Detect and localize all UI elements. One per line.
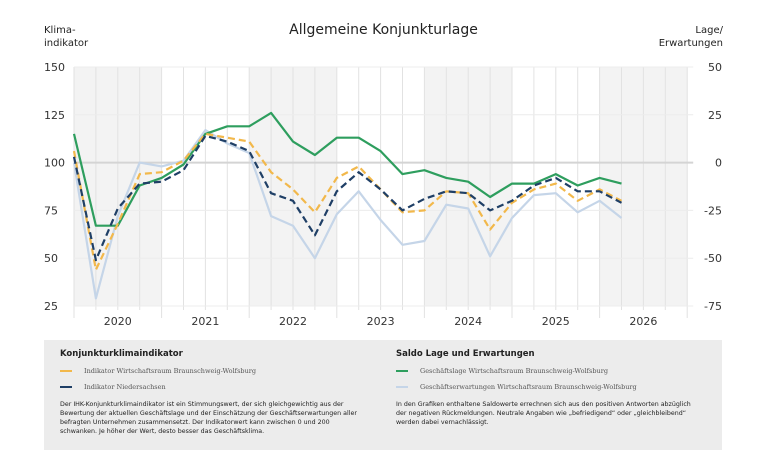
dashed-line-swatch-icon <box>60 386 72 388</box>
series-line-2 <box>72 134 623 262</box>
right-y-tick-label: -75 <box>704 300 722 313</box>
legend-item: Geschäftserwartungen Wirtschaftsraum Bra… <box>396 383 710 391</box>
legend-label: Geschäftserwartungen Wirtschaftsraum Bra… <box>420 383 637 391</box>
right-y-tick-label: -25 <box>704 204 722 217</box>
x-tick-label: 2020 <box>104 315 132 328</box>
right-axis-title-line: Lage/ <box>695 25 723 36</box>
line-swatch-icon <box>396 386 408 388</box>
left-y-tick-label: 150 <box>44 61 65 74</box>
x-tick-label: 2022 <box>279 315 307 328</box>
legend-description: Der IHK-Konjunkturklimaindikator ist ein… <box>60 401 357 435</box>
x-tick-label: 2024 <box>454 315 482 328</box>
right-axis-title: Lage/Erwartungen <box>659 24 723 50</box>
dashed-line-swatch-icon <box>60 370 72 372</box>
left-y-tick-label: 25 <box>44 300 58 313</box>
left-axis-title: Klima-indikator <box>44 24 88 50</box>
legend-item: Indikator Wirtschaftsraum Braunschweig-W… <box>60 367 374 375</box>
legend-label: Geschäftslage Wirtschaftsraum Braunschwe… <box>420 367 608 375</box>
x-tick-label: 2026 <box>629 315 657 328</box>
legend-description: In den Grafiken enthaltene Saldowerte er… <box>396 401 691 426</box>
left-axis-title-line: indikator <box>44 38 89 49</box>
legend-item: Geschäftslage Wirtschaftsraum Braunschwe… <box>396 367 710 375</box>
legend-climate-indicator: Konjunkturklimaindikator Indikator Wirts… <box>44 340 374 436</box>
legend-label: Indikator Wirtschaftsraum Braunschweig-W… <box>84 367 257 375</box>
right-y-tick-label: 50 <box>708 61 722 74</box>
x-tick-label: 2021 <box>191 315 219 328</box>
line-swatch-icon <box>396 370 408 372</box>
left-y-tick-label: 100 <box>44 157 65 170</box>
right-axis-title-line: Erwartungen <box>658 38 723 49</box>
right-y-tick-label: 25 <box>708 109 722 122</box>
x-tick-label: 2025 <box>542 315 570 328</box>
left-axis-title-line: Klima- <box>44 25 76 36</box>
legend-title: Saldo Lage und Erwartungen <box>396 349 535 359</box>
left-y-tick-label: 125 <box>44 109 65 122</box>
legend-saldo: Saldo Lage und Erwartungen Geschäftslage… <box>380 340 710 427</box>
chart-title: Allgemeine Konjunkturlage <box>289 22 478 38</box>
legend-title: Konjunkturklimaindikator <box>60 349 183 359</box>
legend-panel: Konjunkturklimaindikator Indikator Wirts… <box>44 340 722 450</box>
right-y-tick-label: -50 <box>704 252 722 265</box>
series-line-1 <box>72 132 623 271</box>
x-tick-label: 2023 <box>367 315 395 328</box>
right-y-tick-label: 0 <box>715 157 722 170</box>
left-y-tick-label: 75 <box>44 204 58 217</box>
legend-item: Indikator Niedersachsen <box>60 383 374 391</box>
series-line-3 <box>72 111 622 227</box>
legend-label: Indikator Niedersachsen <box>84 383 166 391</box>
line-chart: 2020 2021 2022 2023 2024 2025 2026 150 50 125 25 10… <box>44 61 722 328</box>
left-y-tick-label: 50 <box>44 252 58 265</box>
series-line-4 <box>72 129 623 300</box>
